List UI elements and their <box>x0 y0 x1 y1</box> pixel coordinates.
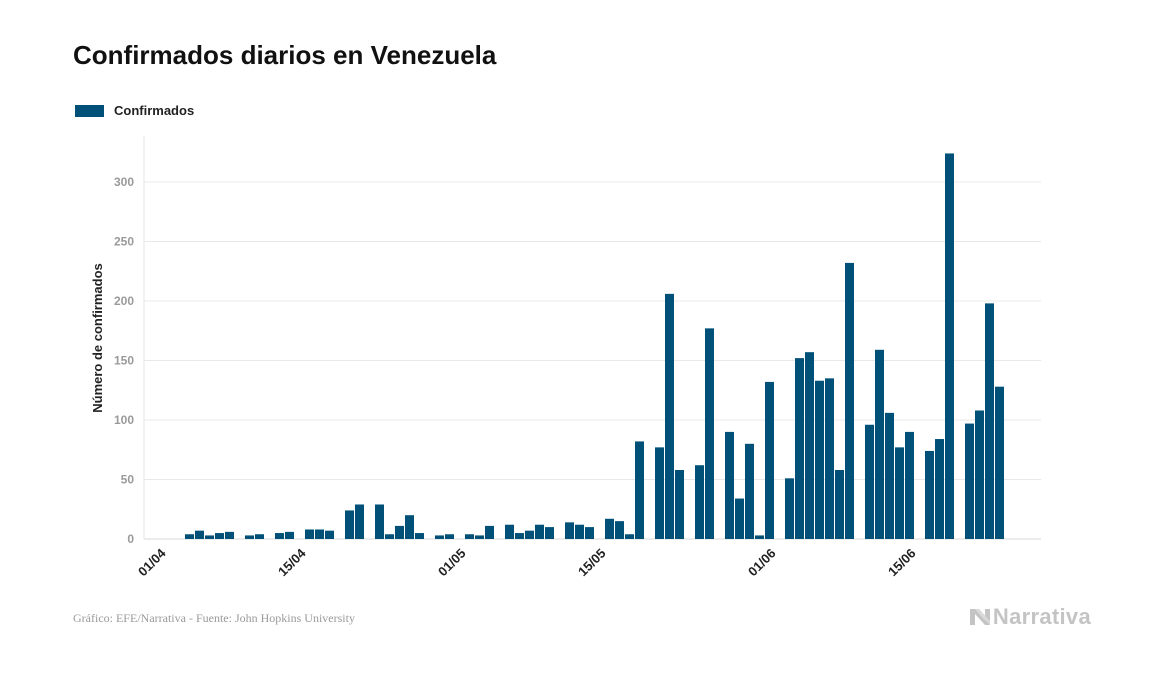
bar <box>655 447 664 539</box>
bar <box>935 439 944 539</box>
bar <box>415 533 424 539</box>
y-tick-label: 200 <box>114 294 134 308</box>
y-axis-label: Número de confirmados <box>90 263 105 413</box>
y-tick-label: 250 <box>114 235 134 249</box>
y-tick-label: 0 <box>127 532 134 546</box>
bar <box>345 510 354 539</box>
bar <box>815 380 824 539</box>
bar <box>735 498 744 539</box>
bar <box>825 378 834 539</box>
chart-title: Confirmados diarios en Venezuela <box>73 40 497 70</box>
bar <box>615 521 624 539</box>
bar <box>695 465 704 539</box>
bar <box>635 441 644 539</box>
legend: Confirmados <box>75 103 194 118</box>
legend-swatch <box>75 104 104 117</box>
bar <box>565 522 574 539</box>
bar <box>705 328 714 539</box>
bar <box>975 410 984 539</box>
y-tick-label: 100 <box>114 413 134 427</box>
x-tick-label: 15/06 <box>885 546 919 580</box>
bars <box>185 153 1004 539</box>
bar <box>755 535 764 539</box>
bar <box>535 524 544 539</box>
bar <box>865 424 874 539</box>
bar <box>805 352 814 539</box>
y-tick-label: 300 <box>114 175 134 189</box>
bar <box>625 534 634 539</box>
y-tick-label: 150 <box>114 354 134 368</box>
bar <box>375 504 384 539</box>
bar <box>995 386 1004 539</box>
bar <box>965 423 974 539</box>
bar <box>475 535 484 539</box>
narrativa-logo-icon <box>969 609 990 625</box>
x-axis: 01/04 15/04 01/05 15/05 01/06 15/06 <box>135 545 919 579</box>
x-tick-label: 15/04 <box>275 545 309 579</box>
bar <box>355 504 364 539</box>
bar <box>215 533 224 539</box>
bar <box>875 349 884 539</box>
bar <box>765 381 774 539</box>
bar <box>895 447 904 539</box>
bar <box>585 527 594 539</box>
bar <box>745 443 754 539</box>
y-axis: 0 50 100 150 200 250 300 <box>114 175 134 546</box>
y-tick-label: 50 <box>121 473 135 487</box>
bar <box>515 533 524 539</box>
legend-label: Confirmados <box>114 103 195 118</box>
brand-name: Narrativa <box>992 604 1091 629</box>
bar <box>305 529 314 539</box>
bar <box>325 530 334 539</box>
x-tick-label: 01/04 <box>135 545 169 579</box>
bar <box>315 529 324 539</box>
bar <box>395 525 404 539</box>
bar <box>205 535 214 539</box>
bar <box>505 524 514 539</box>
bar <box>725 431 734 539</box>
bar <box>465 534 474 539</box>
bar <box>925 450 934 539</box>
bar <box>285 531 294 539</box>
bar <box>835 469 844 539</box>
bar <box>485 525 494 539</box>
bar <box>255 534 264 539</box>
x-tick-label: 01/05 <box>435 546 469 580</box>
bar <box>405 515 414 539</box>
bar <box>905 431 914 539</box>
x-tick-label: 15/05 <box>575 546 609 580</box>
bar <box>185 534 194 539</box>
brand-logo: Narrativa <box>969 604 1091 630</box>
bar <box>795 358 804 539</box>
bar <box>435 535 444 539</box>
bar <box>275 533 284 539</box>
bar <box>545 527 554 539</box>
bar <box>785 478 794 539</box>
footer-source: Gráfico: EFE/Narrativa - Fuente: John Ho… <box>73 611 355 625</box>
bar <box>945 153 954 539</box>
bar <box>445 534 454 539</box>
bar <box>985 303 994 539</box>
bar <box>225 531 234 539</box>
bar <box>385 534 394 539</box>
bar <box>675 469 684 539</box>
bar <box>195 530 204 539</box>
bar <box>885 412 894 539</box>
x-tick-label: 01/06 <box>745 546 779 580</box>
bar <box>525 530 534 539</box>
bar <box>665 293 674 539</box>
bar <box>605 518 614 539</box>
bar <box>245 535 254 539</box>
bar <box>575 524 584 539</box>
bar <box>845 262 854 539</box>
